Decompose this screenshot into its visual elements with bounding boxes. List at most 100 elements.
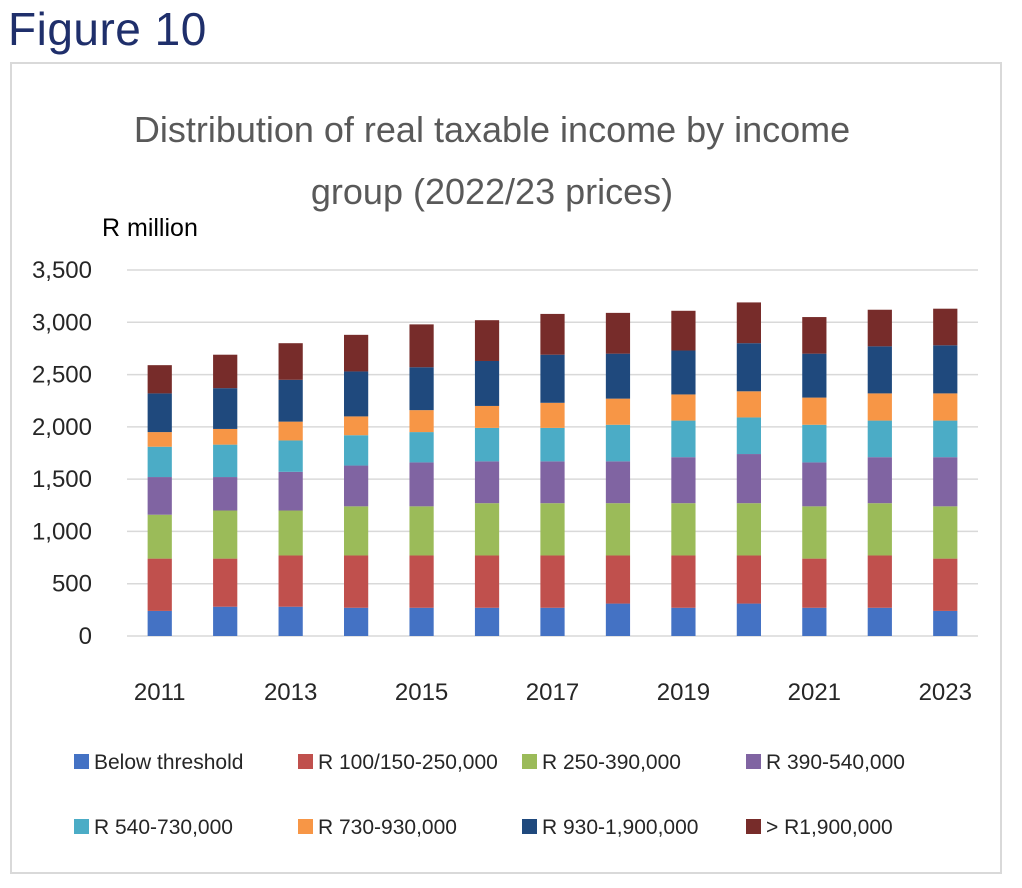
legend: Below threshold R 100/150-250,000 R 250-39… bbox=[74, 751, 905, 839]
x-tick-label: 2015 bbox=[395, 679, 448, 706]
bar-segment bbox=[213, 477, 238, 511]
x-tick-label: 2011 bbox=[134, 679, 186, 706]
legend-label: > R1,900,000 bbox=[766, 816, 893, 839]
bar-segment bbox=[213, 606, 238, 636]
bar-segment bbox=[474, 555, 500, 608]
bar-segment bbox=[540, 607, 565, 636]
bar-segment bbox=[605, 503, 631, 556]
y-tick-label: 3,500 bbox=[32, 257, 92, 284]
bar-segment bbox=[147, 432, 172, 447]
y-axis-unit-label: R million bbox=[102, 214, 198, 242]
y-tick-label: 2,500 bbox=[32, 362, 92, 389]
bar-segment bbox=[671, 555, 696, 608]
bar-segment bbox=[344, 371, 369, 417]
bar-segment bbox=[736, 343, 761, 392]
bar-segment bbox=[867, 393, 892, 421]
bar-segment bbox=[671, 607, 696, 636]
legend-label: R 930-1,900,000 bbox=[542, 816, 698, 839]
bar-segment bbox=[605, 424, 631, 462]
bar-segment bbox=[474, 427, 500, 462]
legend-label: R 250-390,000 bbox=[542, 751, 681, 774]
bar-segment bbox=[933, 457, 958, 507]
y-axis-ticks: 0 500 1,000 1,500 2,000 2,500 3,000 3,500 bbox=[32, 257, 92, 650]
bar-segment bbox=[867, 309, 892, 347]
bar-segment bbox=[605, 603, 631, 636]
bar-segment bbox=[867, 555, 892, 608]
bar-segment bbox=[540, 555, 565, 608]
y-tick-label: 3,000 bbox=[32, 309, 92, 336]
bar-segment bbox=[344, 416, 369, 436]
legend-label: R 730-930,000 bbox=[318, 816, 457, 839]
bar-segment bbox=[409, 410, 434, 433]
bar-segment bbox=[933, 610, 958, 636]
bar-segment bbox=[802, 558, 827, 608]
bar-segment bbox=[278, 471, 303, 511]
bar-segment bbox=[540, 503, 565, 556]
legend-swatch bbox=[298, 819, 313, 834]
bar-segment bbox=[736, 302, 761, 344]
bar-segment bbox=[409, 324, 434, 368]
bar-segment bbox=[409, 432, 434, 463]
bar-segment bbox=[147, 514, 172, 559]
bar-segment bbox=[605, 555, 631, 604]
legend-label: R 100/150-250,000 bbox=[318, 751, 498, 774]
bar-segment bbox=[933, 420, 958, 458]
bar-segment bbox=[278, 421, 303, 441]
bar-segment bbox=[147, 446, 172, 478]
bar-segment bbox=[802, 506, 827, 559]
bar-segment bbox=[344, 607, 369, 636]
y-tick-label: 1,000 bbox=[32, 518, 92, 545]
bar-segment bbox=[802, 353, 827, 398]
legend-label: Below threshold bbox=[94, 751, 243, 774]
bar-segment bbox=[736, 417, 761, 455]
chart-title-line-2: group (2022/23 prices) bbox=[311, 171, 673, 212]
bar-segment bbox=[213, 354, 238, 389]
legend-swatch bbox=[746, 754, 761, 769]
bar-segment bbox=[409, 555, 434, 608]
bar-segment bbox=[867, 503, 892, 556]
bar-segment bbox=[802, 424, 827, 463]
y-tick-label: 500 bbox=[52, 571, 92, 598]
x-tick-label: 2017 bbox=[526, 679, 579, 706]
figure-label: Figure 10 bbox=[8, 3, 207, 55]
x-tick-label: 2013 bbox=[264, 679, 317, 706]
bar-segment bbox=[867, 346, 892, 394]
bar-segment bbox=[278, 379, 303, 422]
y-tick-label: 1,500 bbox=[32, 466, 92, 493]
bar-segment bbox=[736, 555, 761, 604]
bar-segment bbox=[344, 555, 369, 608]
bar-segment bbox=[540, 402, 565, 428]
y-tick-label: 0 bbox=[79, 623, 92, 650]
bar-segment bbox=[867, 607, 892, 636]
legend-label: R 390-540,000 bbox=[766, 751, 905, 774]
bar-segment bbox=[278, 343, 303, 380]
bar-segment bbox=[147, 558, 172, 611]
bar-segment bbox=[409, 462, 434, 507]
bar-segment bbox=[474, 320, 500, 361]
bar-segment bbox=[671, 394, 696, 421]
legend-swatch bbox=[522, 819, 537, 834]
bar-segment bbox=[147, 610, 172, 636]
stacked-bar-chart: Distribution of real taxable income by i… bbox=[32, 109, 978, 839]
legend-swatch bbox=[74, 754, 89, 769]
bar-segment bbox=[736, 454, 761, 504]
bar-segment bbox=[802, 607, 827, 636]
bar-segment bbox=[278, 440, 303, 472]
legend-swatch bbox=[298, 754, 313, 769]
bar-segment bbox=[605, 353, 631, 399]
bar-segment bbox=[605, 398, 631, 425]
y-tick-label: 2,000 bbox=[32, 414, 92, 441]
x-axis-ticks: 2011 2013 2015 2017 2019 2021 2023 bbox=[134, 679, 972, 706]
bar-segment bbox=[213, 428, 238, 445]
x-tick-label: 2023 bbox=[919, 679, 972, 706]
bar-segment bbox=[147, 365, 172, 394]
bar-segment bbox=[278, 606, 303, 636]
bar-segment bbox=[344, 506, 369, 556]
bar-segment bbox=[867, 420, 892, 458]
bar-segment bbox=[605, 461, 631, 504]
bar-segment bbox=[802, 317, 827, 354]
bar-segment bbox=[213, 444, 238, 478]
x-tick-label: 2019 bbox=[657, 679, 710, 706]
bar-segment bbox=[867, 457, 892, 504]
bar-segment bbox=[671, 457, 696, 504]
